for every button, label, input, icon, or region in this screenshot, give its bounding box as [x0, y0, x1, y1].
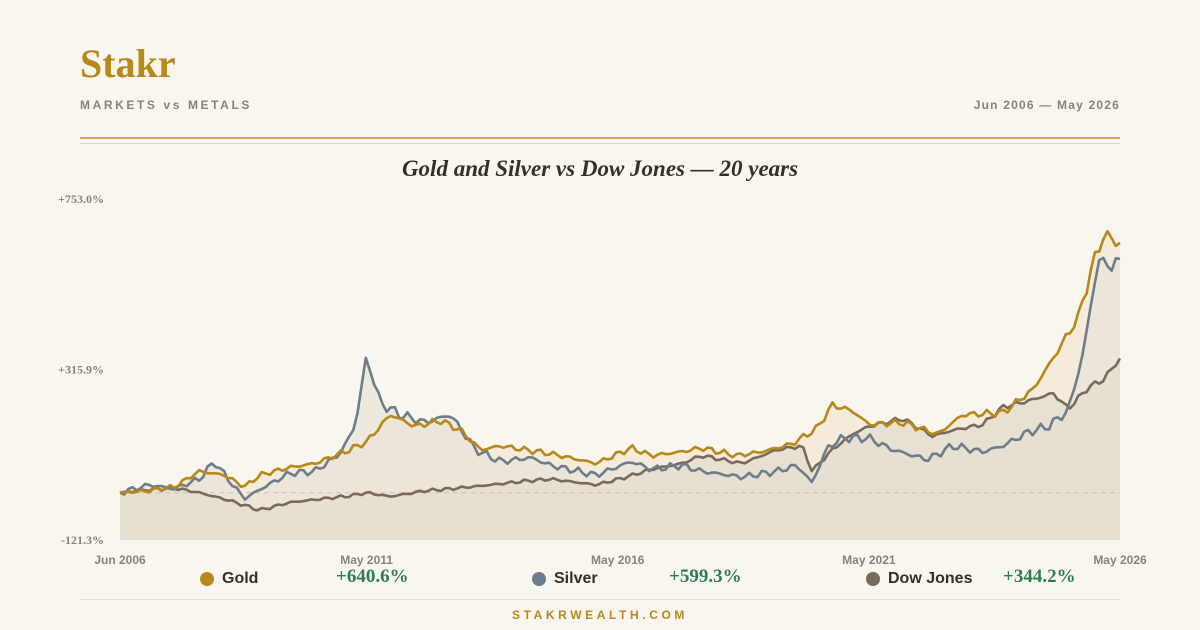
- silver-dot-icon: [532, 572, 546, 586]
- footer-site: STAKRWEALTH.COM: [512, 608, 688, 622]
- legend-dow-name: Dow Jones: [888, 570, 973, 587]
- legend-silver-name: Silver: [554, 570, 598, 587]
- date-range: Jun 2006 — May 2026: [973, 98, 1120, 112]
- header-divider: [80, 137, 1120, 139]
- series-line-dow-jones: [119, 357, 1122, 512]
- legend-dow: Dow Jones: [866, 568, 972, 590]
- footer-divider: [80, 599, 1120, 600]
- x-tick-label: Jun 2006: [94, 553, 146, 567]
- legend-silver: Silver: [532, 568, 598, 590]
- gold-dot-icon: [200, 572, 214, 586]
- legend-gold-value: +640.6%: [336, 566, 409, 587]
- subtitle: MARKETS vs METALS: [80, 98, 252, 112]
- brand-logo: Stakr: [80, 41, 176, 86]
- area-dow-jones: [120, 358, 1120, 540]
- legend-dow-value: +344.2%: [1003, 566, 1076, 587]
- y-tick-label: +315.9%: [58, 362, 104, 376]
- x-tick-label: May 2026: [1093, 553, 1147, 567]
- y-tick-label: +753.0%: [58, 192, 104, 206]
- x-tick-label: May 2021: [842, 553, 896, 567]
- legend-gold-name: Gold: [222, 570, 259, 587]
- y-tick-label: -121.3%: [61, 533, 104, 547]
- dow-dot-icon: [866, 572, 880, 586]
- x-tick-label: May 2016: [591, 553, 645, 567]
- chart-title: Gold and Silver vs Dow Jones — 20 years: [401, 156, 799, 181]
- legend-silver-value: +599.3%: [669, 566, 742, 587]
- legend-gold: Gold: [200, 568, 258, 590]
- series-line-silver: [119, 256, 1121, 501]
- x-tick-label: May 2011: [340, 553, 393, 567]
- series-line-gold: [119, 229, 1121, 495]
- header-divider-thin: [80, 143, 1120, 144]
